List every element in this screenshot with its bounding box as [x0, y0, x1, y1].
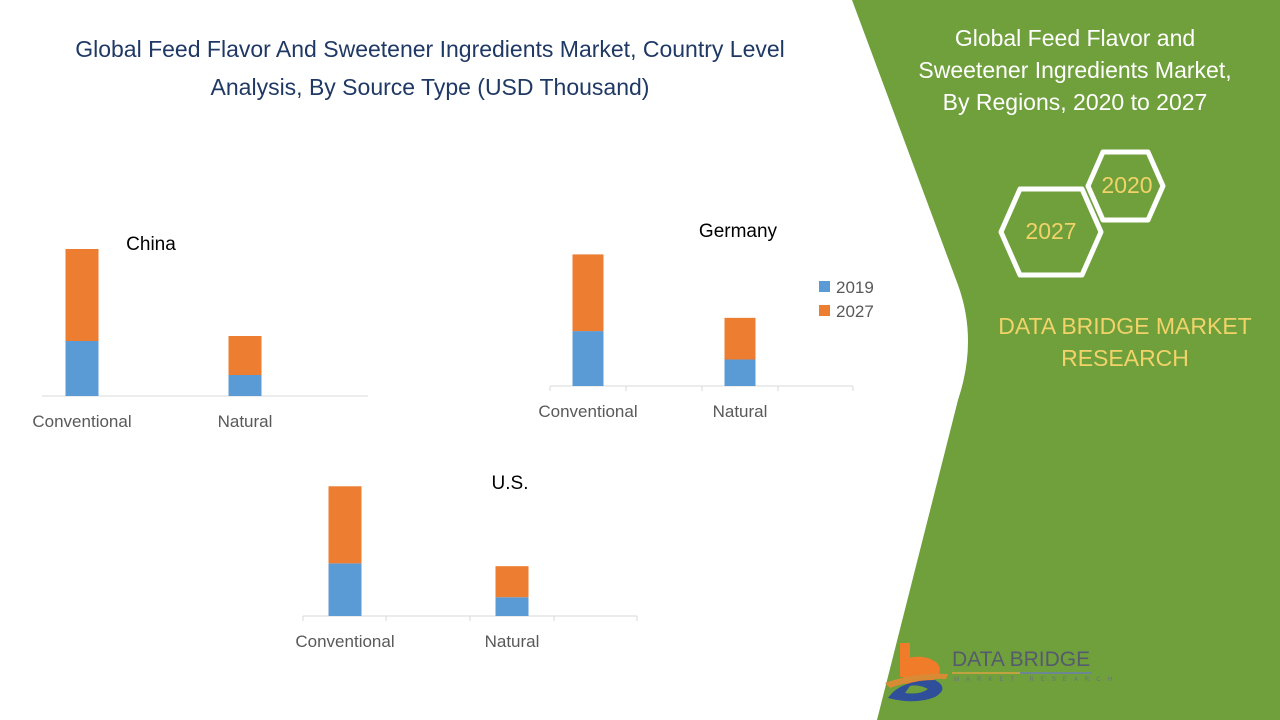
page-title: Global Feed Flavor And Sweetener Ingredi…	[30, 30, 830, 106]
side-title-line-1: Global Feed Flavor and	[954, 25, 1196, 51]
hexagon-2020-icon	[1085, 149, 1166, 223]
data-bridge-logo-icon	[885, 643, 1092, 702]
side-title-line-3: By Regions, 2020 to 2027	[942, 89, 1208, 115]
hex-label-2027: 2027	[1025, 218, 1077, 244]
logo-text: DATA BRIDGE	[952, 648, 1091, 671]
hexagon-2027-icon	[998, 186, 1104, 278]
title-line-2: Analysis, By Source Type (USD Thousand)	[210, 74, 650, 100]
hex-label-2020: 2020	[1101, 172, 1153, 198]
side-title-line-2: Sweetener Ingredients Market,	[918, 57, 1232, 83]
brand-line-1: DATA BRIDGE MARKET	[998, 313, 1252, 339]
side-panel-title: Global Feed Flavor and Sweetener Ingredi…	[905, 22, 1245, 118]
brand-line-2: RESEARCH	[1061, 345, 1189, 371]
brand-name: DATA BRIDGE MARKET RESEARCH	[975, 310, 1275, 374]
green-side-panel	[852, 0, 1280, 720]
title-line-1: Global Feed Flavor And Sweetener Ingredi…	[75, 36, 785, 62]
logo-subtext: MARKET RESEARCH	[954, 677, 1119, 683]
